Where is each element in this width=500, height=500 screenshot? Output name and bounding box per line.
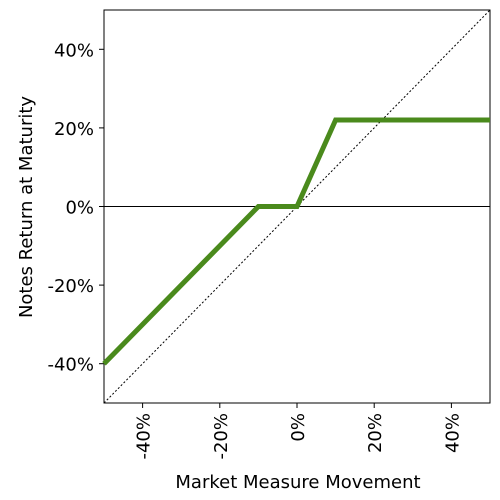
x-tick-label: -20%: [211, 413, 232, 460]
payoff-line: [102, 117, 490, 366]
y-tick-label: 20%: [54, 119, 94, 140]
y-axis-label: Notes Return at Maturity: [16, 96, 37, 318]
y-tick-label: -20%: [47, 276, 94, 297]
x-tick-label: 40%: [442, 413, 463, 453]
x-tick-label: 20%: [365, 413, 386, 453]
x-tick-label: -40%: [134, 413, 155, 460]
x-axis-label: Market Measure Movement: [175, 472, 420, 493]
y-tick-label: 40%: [54, 40, 94, 61]
x-tick-label: 0%: [288, 413, 309, 442]
y-tick-label: -40%: [47, 355, 94, 376]
y-tick-label: 0%: [65, 198, 94, 219]
